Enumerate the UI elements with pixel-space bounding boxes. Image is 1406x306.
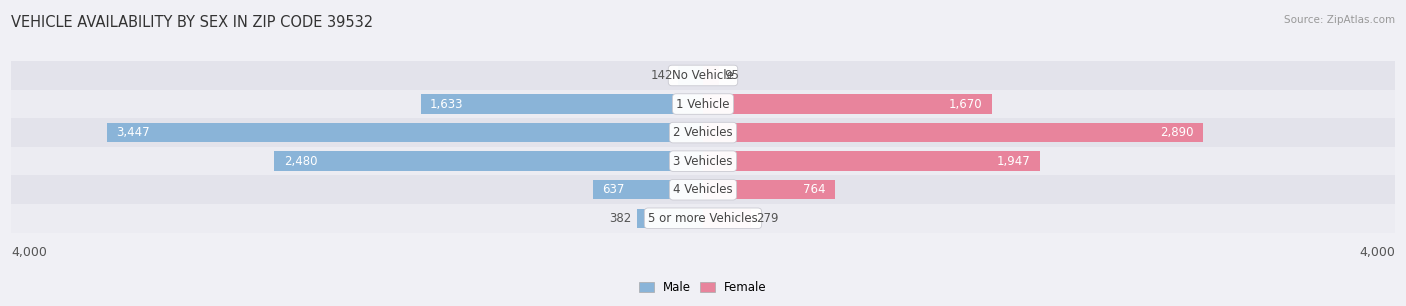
Text: 95: 95 <box>724 69 740 82</box>
Bar <box>703 180 835 200</box>
Bar <box>274 151 703 171</box>
Bar <box>11 90 1395 118</box>
Text: No Vehicle: No Vehicle <box>672 69 734 82</box>
Bar <box>679 66 703 85</box>
Text: 3 Vehicles: 3 Vehicles <box>673 155 733 168</box>
Text: 4 Vehicles: 4 Vehicles <box>673 183 733 196</box>
Text: 4,000: 4,000 <box>1358 246 1395 259</box>
Bar <box>637 209 703 228</box>
Bar <box>703 123 1202 142</box>
Text: 2,480: 2,480 <box>284 155 318 168</box>
Text: 764: 764 <box>803 183 825 196</box>
Text: 4,000: 4,000 <box>11 246 48 259</box>
Bar <box>703 66 720 85</box>
Text: VEHICLE AVAILABILITY BY SEX IN ZIP CODE 39532: VEHICLE AVAILABILITY BY SEX IN ZIP CODE … <box>11 15 374 30</box>
Bar <box>11 147 1395 175</box>
Text: 2 Vehicles: 2 Vehicles <box>673 126 733 139</box>
Bar <box>11 61 1395 90</box>
Bar <box>703 151 1039 171</box>
Text: 382: 382 <box>609 212 631 225</box>
Text: 5 or more Vehicles: 5 or more Vehicles <box>648 212 758 225</box>
Bar <box>703 94 991 114</box>
Bar <box>593 180 703 200</box>
Text: 1 Vehicle: 1 Vehicle <box>676 98 730 110</box>
Bar <box>420 94 703 114</box>
Bar <box>11 118 1395 147</box>
Text: 142: 142 <box>651 69 673 82</box>
Text: 3,447: 3,447 <box>117 126 150 139</box>
Bar <box>107 123 703 142</box>
Text: 637: 637 <box>602 183 624 196</box>
Text: Source: ZipAtlas.com: Source: ZipAtlas.com <box>1284 15 1395 25</box>
Text: 279: 279 <box>756 212 779 225</box>
Bar <box>11 175 1395 204</box>
Text: 2,890: 2,890 <box>1160 126 1194 139</box>
Bar <box>11 204 1395 233</box>
Text: 1,670: 1,670 <box>949 98 983 110</box>
Bar <box>703 209 751 228</box>
Text: 1,633: 1,633 <box>430 98 464 110</box>
Legend: Male, Female: Male, Female <box>634 276 772 299</box>
Text: 1,947: 1,947 <box>997 155 1031 168</box>
